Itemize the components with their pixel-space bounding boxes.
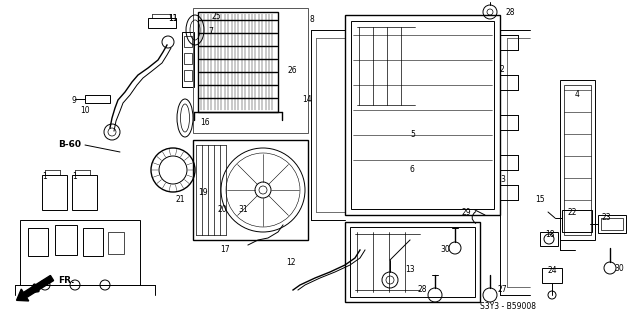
Text: 2: 2: [500, 65, 505, 74]
Text: 7: 7: [208, 27, 213, 36]
Text: 30: 30: [614, 264, 624, 273]
Bar: [72, 175, 97, 210]
Bar: [562, 210, 592, 232]
Bar: [601, 218, 623, 230]
Bar: [42, 175, 67, 210]
Text: 16: 16: [200, 118, 210, 127]
Text: 9: 9: [72, 96, 77, 105]
Bar: [564, 85, 591, 235]
Text: 3: 3: [500, 175, 505, 184]
Bar: [350, 227, 475, 297]
Text: 30: 30: [440, 245, 450, 254]
Bar: [345, 15, 500, 215]
Bar: [193, 8, 308, 133]
Text: 1: 1: [42, 172, 47, 181]
Bar: [20, 220, 140, 285]
Text: 31: 31: [238, 205, 248, 214]
Text: 22: 22: [568, 208, 577, 217]
Bar: [540, 232, 558, 246]
Text: S3Y3 - B59008: S3Y3 - B59008: [480, 302, 536, 311]
Text: 6: 6: [410, 165, 415, 174]
Bar: [108, 232, 124, 254]
Text: 13: 13: [405, 265, 415, 274]
Bar: [184, 70, 192, 81]
Bar: [148, 18, 176, 28]
Bar: [598, 215, 626, 233]
Bar: [542, 268, 562, 283]
Text: 15: 15: [535, 195, 545, 204]
Text: 21: 21: [175, 195, 184, 204]
Bar: [55, 225, 77, 255]
Text: 27: 27: [498, 285, 508, 294]
Text: 24: 24: [548, 266, 557, 275]
Bar: [345, 222, 480, 302]
Bar: [184, 53, 192, 64]
Text: 1: 1: [72, 172, 77, 181]
Text: 29: 29: [462, 208, 472, 217]
Bar: [83, 228, 103, 256]
Bar: [28, 228, 48, 256]
Text: 20: 20: [218, 205, 228, 214]
Bar: [193, 140, 308, 240]
Bar: [182, 32, 194, 87]
Text: 11: 11: [168, 14, 177, 23]
Bar: [351, 21, 494, 209]
FancyArrow shape: [17, 276, 54, 301]
Text: FR.: FR.: [58, 276, 74, 285]
Text: 26: 26: [288, 66, 298, 75]
Text: 12: 12: [286, 258, 296, 267]
Text: 10: 10: [80, 106, 90, 115]
Text: 28: 28: [418, 285, 428, 294]
Bar: [184, 36, 192, 47]
Text: 23: 23: [602, 213, 612, 222]
Text: 18: 18: [545, 230, 554, 239]
Text: 19: 19: [198, 188, 207, 197]
Text: 14: 14: [302, 95, 312, 104]
Text: 28: 28: [505, 8, 515, 17]
Text: 4: 4: [575, 90, 580, 99]
Text: 25: 25: [211, 12, 221, 21]
Text: 8: 8: [310, 15, 315, 24]
Text: B-60: B-60: [58, 140, 81, 149]
Text: 5: 5: [410, 130, 415, 139]
Text: 11: 11: [168, 14, 177, 23]
Bar: [85, 95, 110, 103]
Bar: [560, 80, 595, 240]
Bar: [198, 12, 278, 112]
Text: 17: 17: [220, 245, 230, 254]
